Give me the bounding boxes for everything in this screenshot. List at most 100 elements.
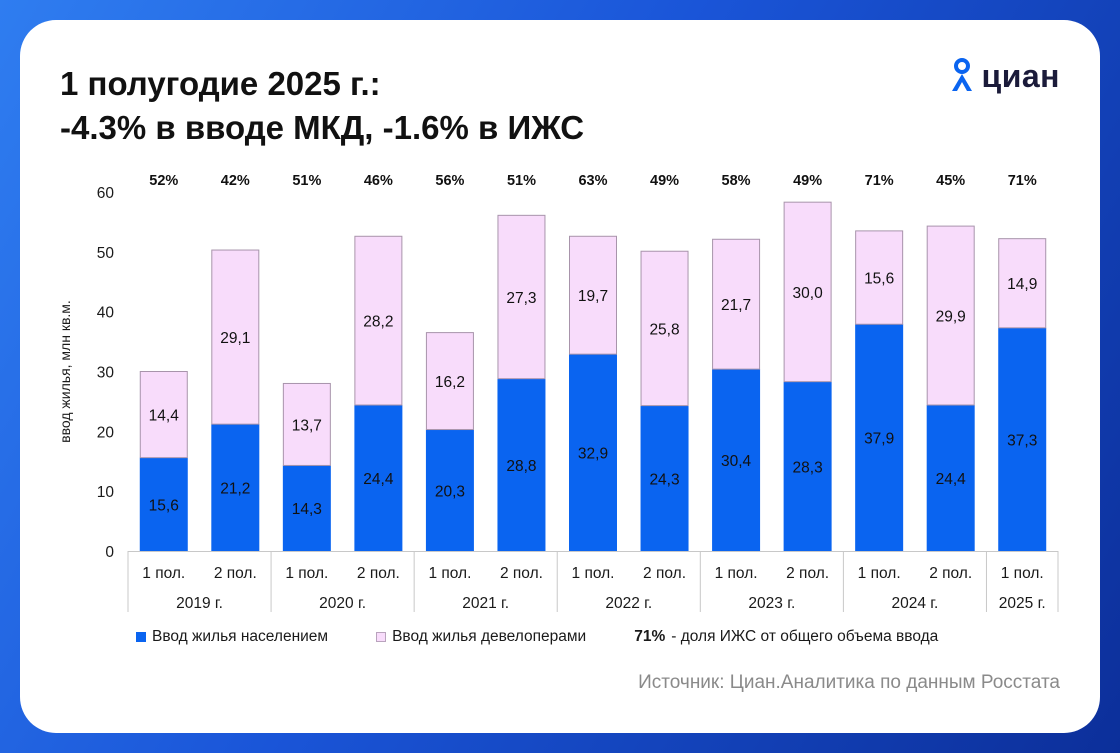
- share-label: 63%: [578, 173, 607, 189]
- data-label-population: 24,4: [363, 471, 394, 488]
- legend-item-population: Ввод жилья населением: [136, 628, 328, 646]
- data-label-developers: 19,7: [578, 288, 608, 305]
- x-tick-label: 1 пол.: [428, 565, 471, 582]
- data-label-population: 15,6: [149, 497, 179, 514]
- data-label-developers: 14,4: [149, 408, 180, 425]
- legend-note: 71% - доля ИЖС от общего объема ввода: [634, 628, 938, 646]
- data-label-population: 24,3: [649, 471, 679, 488]
- source-note: Источник: Циан.Аналитика по данным Росст…: [638, 672, 1060, 693]
- cian-logo: циан: [948, 54, 1060, 98]
- legend-label-developers: Ввод жилья девелоперами: [392, 628, 587, 645]
- data-label-developers: 15,6: [864, 271, 894, 288]
- legend-swatch-population: [136, 632, 146, 642]
- legend-swatch-developers: [376, 632, 387, 642]
- x-tick-label: 1 пол.: [1001, 565, 1044, 582]
- share-label: 49%: [650, 173, 679, 189]
- share-label: 46%: [364, 173, 393, 189]
- year-group-label: 2023 г.: [748, 595, 795, 612]
- y-tick-label: 50: [97, 245, 115, 262]
- bar-population: [569, 354, 617, 551]
- data-label-developers: 21,7: [721, 297, 751, 314]
- data-label-developers: 29,9: [936, 309, 966, 326]
- data-label-developers: 25,8: [649, 321, 679, 338]
- chart-card: 1 полугодие 2025 г.: -4.3% в вводе МКД, …: [20, 20, 1100, 733]
- x-tick-label: 1 пол.: [572, 565, 615, 582]
- x-tick-label: 2 пол.: [500, 565, 543, 582]
- data-label-population: 24,4: [936, 471, 967, 488]
- bar-population: [425, 429, 474, 551]
- bar-developers: [783, 201, 832, 383]
- y-tick-label: 30: [97, 365, 115, 382]
- bar-population: [712, 369, 761, 551]
- bar-developers: [855, 230, 904, 325]
- bar-population: [926, 405, 975, 551]
- x-tick-label: 1 пол.: [858, 565, 901, 582]
- share-label: 71%: [1008, 173, 1037, 189]
- stacked-bar-chart: 0 10 20 30 40 50 60 ввод жилья, млн кв.м. 15,6 14…: [57, 173, 1059, 612]
- data-label-developers: 13,7: [292, 417, 322, 434]
- data-label-population: 21,2: [220, 481, 250, 498]
- x-tick-label: 2 пол.: [929, 565, 972, 582]
- x-tick-label: 2 пол.: [214, 565, 257, 582]
- legend: Ввод жилья населением Ввод жилья девелоп…: [136, 628, 938, 646]
- data-label-developers: 14,9: [1007, 276, 1037, 293]
- year-group-label: 2025 г.: [999, 595, 1046, 612]
- bar-developers: [569, 235, 617, 355]
- bar-developers: [712, 238, 761, 370]
- bar-developers: [354, 235, 403, 406]
- bar-population: [855, 324, 904, 551]
- bar-population: [640, 405, 689, 551]
- share-label: 42%: [221, 173, 250, 189]
- x-tick-label: 1 пол.: [715, 565, 758, 582]
- year-group-label: 2020 г.: [319, 595, 366, 612]
- y-tick-label: 40: [97, 305, 115, 322]
- legend-note-text: - доля ИЖС от общего объема ввода: [671, 628, 939, 645]
- title-line-2: -4.3% в вводе МКД, -1.6% в ИЖС: [60, 109, 585, 146]
- bar-developers: [211, 249, 260, 425]
- legend-label-population: Ввод жилья населением: [152, 628, 329, 645]
- y-tick-label: 60: [97, 185, 115, 202]
- bar-population: [783, 381, 832, 551]
- share-label: 45%: [936, 173, 965, 189]
- share-label: 51%: [292, 173, 321, 189]
- share-label: 51%: [507, 173, 536, 189]
- x-tick-label: 1 пол.: [285, 565, 328, 582]
- data-label-population: 28,8: [506, 458, 536, 475]
- bar-developers: [139, 371, 188, 459]
- bar-population: [497, 378, 546, 551]
- data-label-population: 37,9: [864, 431, 894, 448]
- bar-population: [139, 457, 188, 551]
- data-label-developers: 27,3: [506, 290, 536, 307]
- data-label-developers: 28,2: [363, 314, 393, 331]
- x-tick-label: 2 пол.: [643, 565, 686, 582]
- legend-item-developers: Ввод жилья девелоперами: [376, 628, 586, 646]
- bar-population: [998, 327, 1047, 551]
- data-label-developers: 30,0: [793, 285, 824, 302]
- y-tick-label: 10: [97, 484, 115, 501]
- bar-population: [354, 405, 403, 551]
- bar-developers: [640, 250, 689, 407]
- data-label-population: 14,3: [292, 501, 322, 518]
- bar-developers: [282, 382, 331, 466]
- location-pin-person-icon: [951, 58, 972, 91]
- x-tick-label: 1 пол.: [142, 565, 185, 582]
- y-tick-label: 0: [105, 544, 114, 561]
- share-label: 58%: [722, 173, 751, 189]
- year-group-label: 2024 г.: [891, 595, 938, 612]
- y-tick-label: 20: [97, 424, 115, 441]
- page-title: 1 полугодие 2025 г.: -4.3% в вводе МКД, …: [60, 62, 584, 150]
- share-label: 52%: [149, 173, 178, 189]
- data-label-population: 32,9: [578, 446, 608, 463]
- data-label-population: 28,3: [793, 459, 823, 476]
- year-group-label: 2021 г.: [462, 595, 509, 612]
- data-label-developers: 29,1: [220, 330, 250, 347]
- title-line-1: 1 полугодие 2025 г.:: [60, 65, 381, 102]
- year-group-label: 2019 г.: [176, 595, 223, 612]
- data-label-population: 20,3: [435, 483, 465, 500]
- bar-population: [211, 424, 260, 551]
- share-label: 71%: [865, 173, 894, 189]
- bar-population: [282, 465, 331, 551]
- data-label-population: 30,4: [721, 453, 752, 470]
- y-axis-title: ввод жилья, млн кв.м.: [57, 300, 73, 443]
- legend-note-value: 71%: [634, 628, 666, 645]
